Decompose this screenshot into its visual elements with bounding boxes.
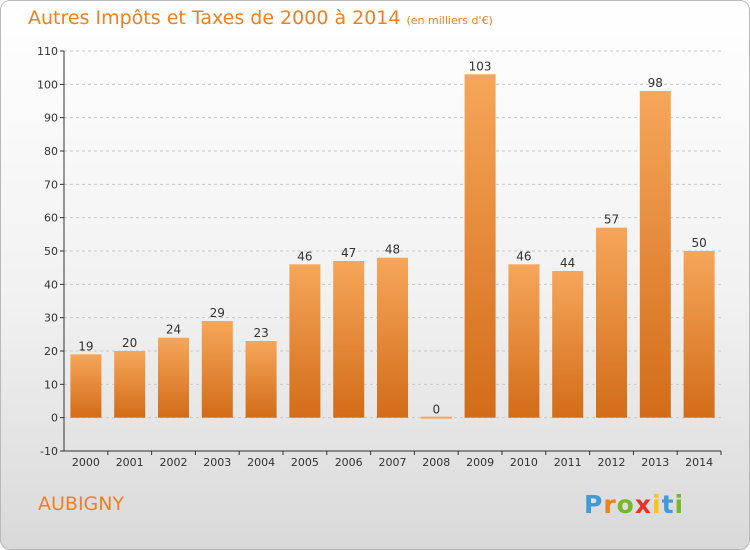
bar — [639, 91, 671, 418]
logo-letter: i — [652, 490, 662, 519]
x-tick-label: 2002 — [160, 456, 188, 469]
x-tick-label: 2014 — [685, 456, 713, 469]
y-tick-label: 80 — [44, 145, 58, 158]
bar — [377, 257, 408, 418]
data-label: 47 — [341, 246, 356, 260]
logo-letter: i — [674, 490, 685, 519]
logo-letter: t — [661, 490, 675, 519]
x-tick-label: 2012 — [598, 456, 626, 469]
bar — [114, 351, 146, 418]
x-tick-label: 2006 — [335, 456, 363, 469]
y-tick-label: 70 — [44, 178, 58, 191]
bar — [70, 354, 102, 418]
bar — [333, 261, 365, 418]
x-tick-label: 2010 — [510, 456, 538, 469]
bar — [508, 264, 540, 418]
x-tick-label: 2013 — [641, 456, 669, 469]
data-label: 29 — [210, 306, 225, 320]
data-label: 44 — [560, 256, 575, 270]
bar — [683, 251, 715, 418]
proxiti-logo: Proxiti — [584, 490, 684, 519]
logo-letter: x — [634, 490, 652, 519]
logo-letter: o — [616, 490, 635, 519]
data-label: 23 — [253, 326, 268, 340]
bar — [596, 227, 627, 418]
y-tick-label: 50 — [44, 245, 58, 258]
x-tick-label: 2009 — [466, 456, 494, 469]
data-label: 19 — [78, 339, 93, 353]
x-tick-label: 2003 — [203, 456, 231, 469]
y-tick-label: 10 — [44, 378, 58, 391]
y-tick-label: 100 — [37, 78, 58, 91]
city-name: AUBIGNY — [38, 493, 125, 515]
data-label: 57 — [604, 213, 619, 227]
bar — [552, 271, 584, 418]
y-tick-label: 40 — [44, 278, 58, 291]
data-label: 46 — [516, 249, 531, 263]
y-tick-label: 90 — [44, 112, 58, 125]
chart-title: Autres Impôts et Taxes de 2000 à 2014 — [28, 7, 401, 29]
y-tick-label: 30 — [44, 312, 58, 325]
data-label: 98 — [648, 76, 663, 90]
chart-title-block: Autres Impôts et Taxes de 2000 à 2014 (en… — [28, 7, 493, 29]
x-tick-label: 2001 — [116, 456, 144, 469]
logo-letter: r — [603, 490, 617, 519]
x-tick-label: 2004 — [247, 456, 275, 469]
x-tick-label: 2005 — [291, 456, 319, 469]
data-label: 20 — [122, 336, 137, 350]
y-tick-label: 110 — [37, 45, 58, 58]
data-label: 48 — [385, 243, 400, 257]
bar — [245, 341, 277, 418]
logo-letter: P — [584, 490, 604, 519]
bar — [158, 337, 189, 418]
y-tick-label: 60 — [44, 212, 58, 225]
bar — [289, 264, 321, 418]
bar — [201, 321, 233, 418]
bar — [464, 74, 496, 418]
y-tick-label: 20 — [44, 345, 58, 358]
data-label: 0 — [432, 403, 440, 417]
data-label: 24 — [166, 323, 181, 337]
x-tick-label: 2007 — [379, 456, 407, 469]
y-tick-label: 0 — [51, 412, 58, 425]
data-label: 50 — [691, 236, 706, 250]
y-tick-label: -10 — [40, 445, 58, 458]
bars: 19 20 24 29 23 46 47 48 0 103 46 44 57 98 50 — [70, 59, 715, 419]
bar — [420, 416, 452, 419]
x-tick-label: 2011 — [554, 456, 582, 469]
chart-unit: (en milliers d'€) — [406, 14, 493, 27]
data-label: 103 — [469, 59, 492, 73]
data-label: 46 — [297, 249, 312, 263]
x-tick-label: 2008 — [422, 456, 450, 469]
x-tick-label: 2000 — [72, 456, 100, 469]
